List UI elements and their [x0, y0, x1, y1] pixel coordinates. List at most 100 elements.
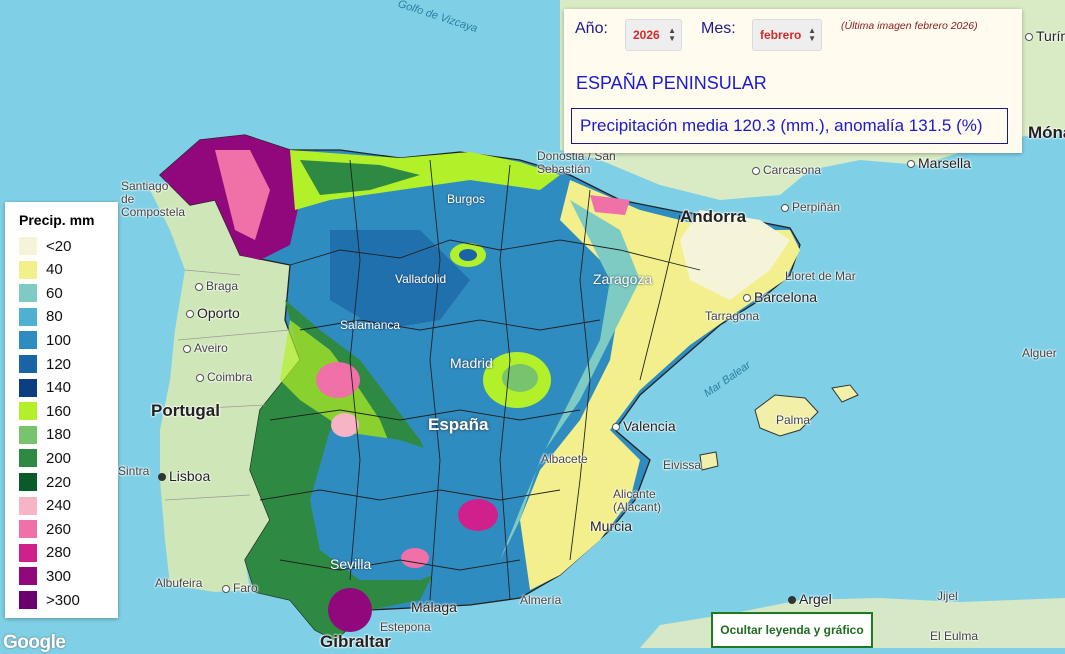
city-dot [196, 373, 204, 382]
hotspot-grazalema [328, 588, 372, 632]
month-value: febrero [760, 28, 802, 42]
label-andorra: Andorra [680, 207, 747, 226]
legend-label: 200 [46, 449, 72, 467]
hotspot-caceres [316, 362, 360, 398]
legend-item: 100 [19, 329, 71, 351]
label-monaco: Mónaco [1028, 123, 1065, 142]
hotspot-badajoz [331, 413, 359, 437]
legend-item: 200 [19, 447, 71, 469]
zone-madrid-inner [502, 364, 538, 392]
city-dot [612, 423, 620, 432]
label-murcia: Murcia [590, 518, 633, 534]
label-el-eulma: El Eulma [930, 629, 979, 643]
label-salamanca: Salamanca [340, 318, 401, 332]
stats-box: Precipitación media 120.3 (mm.), anomalí… [571, 108, 1008, 144]
label-albufeira: Albufeira [155, 576, 203, 590]
month-label: Mes: [701, 20, 736, 37]
legend-label: 260 [46, 520, 72, 538]
city-dot [1025, 33, 1033, 42]
capital-dot [158, 473, 166, 482]
legend-swatch [19, 307, 37, 326]
legend-label: 220 [46, 473, 72, 491]
label-sintra: Sintra [118, 464, 150, 478]
city-dot [907, 160, 915, 169]
label-argel: Argel [788, 591, 832, 607]
legend-label: 60 [46, 284, 63, 302]
label-lisboa: Lisboa [158, 468, 210, 484]
label-burgos: Burgos [447, 192, 486, 206]
legend-swatch [19, 473, 37, 491]
legend-item: >300 [19, 589, 80, 611]
province-borders [259, 159, 701, 601]
spinner-icon: ▲ ▼ [808, 26, 816, 43]
google-logo: Google [3, 632, 66, 653]
hide-legend-button[interactable]: Ocultar leyenda y gráfico [711, 612, 873, 648]
label-estepona: Estepona [380, 620, 431, 634]
legend-label: 120 [46, 355, 72, 373]
label-faro: Faro [222, 581, 258, 595]
label-palma: Palma [776, 413, 811, 427]
legend-swatch [19, 402, 37, 421]
year-select[interactable]: 2026 ▲ ▼ [625, 19, 682, 51]
month-select[interactable]: febrero ▲ ▼ [752, 19, 822, 51]
label-valladolid: Valladolid [395, 272, 447, 286]
legend-item: 60 [19, 282, 63, 304]
label-tarragona: Tarragona [705, 309, 760, 323]
legend-label: 300 [46, 567, 72, 585]
spinner-icon: ▲ ▼ [668, 26, 676, 43]
city-dot [186, 310, 194, 319]
legend-label: 40 [46, 261, 63, 279]
label-barcelona: Barcelona [743, 289, 817, 305]
legend-label: 100 [46, 331, 72, 349]
legend-label: <20 [46, 237, 72, 255]
portugal-borders [164, 269, 291, 501]
legend-swatch [19, 331, 37, 350]
label-albacete: Albacete [541, 452, 588, 466]
legend-item: 160 [19, 400, 71, 422]
legend-label: 280 [46, 544, 72, 562]
legend-swatch [19, 567, 37, 586]
legend-item: 300 [19, 565, 71, 587]
label-aveiro: Aveiro [183, 341, 228, 355]
label-zaragoza: Zaragoza [593, 271, 653, 287]
zone-burgos-inner [459, 249, 477, 261]
legend-label: 180 [46, 426, 72, 444]
label-gibraltar: Gibraltar [320, 632, 391, 651]
land-portugal [150, 175, 300, 592]
legend-item: 220 [19, 471, 71, 493]
legend-label: 160 [46, 402, 72, 420]
legend-item: 280 [19, 542, 71, 564]
legend-swatch [19, 260, 37, 279]
hotspot-sierra-sur [458, 499, 498, 531]
city-dot [195, 282, 203, 291]
label-turin: Turín [1025, 28, 1065, 44]
zone-pyrenees-pink [590, 195, 630, 215]
zone-central-dark [330, 230, 470, 330]
label-alguer: Alguer [1022, 346, 1057, 360]
legend-item: 120 [19, 353, 71, 375]
legend-label: 240 [46, 497, 72, 515]
label-coimbra: Coimbra [196, 370, 252, 384]
city-dot [752, 166, 760, 175]
city-dot [781, 203, 789, 212]
label-espana: España [428, 415, 489, 434]
legend-swatch [19, 496, 37, 515]
label-braga: Braga [195, 279, 238, 293]
year-value: 2026 [633, 28, 660, 42]
legend-item: 240 [19, 495, 71, 517]
legend-label: >300 [46, 591, 80, 609]
legend-item: 180 [19, 424, 71, 446]
legend-title: Precip. mm [19, 212, 95, 228]
capital-dot [788, 596, 796, 605]
last-image-note: (Última imagen febrero 2026) [841, 20, 978, 32]
legend-swatch [19, 591, 37, 609]
zone-catalonia [680, 210, 790, 300]
label-valencia: Valencia [612, 418, 676, 434]
region-title: ESPAÑA PENINSULAR [576, 73, 767, 93]
legend-item: <20 [19, 235, 71, 257]
label-donostia: Donostia / San Sebastián [537, 149, 616, 176]
legend-swatch [19, 449, 37, 468]
label-portugal: Portugal [151, 401, 220, 420]
label-alicante: Alicante (Alacant) [613, 487, 662, 514]
hotspot-malaga [401, 548, 429, 568]
